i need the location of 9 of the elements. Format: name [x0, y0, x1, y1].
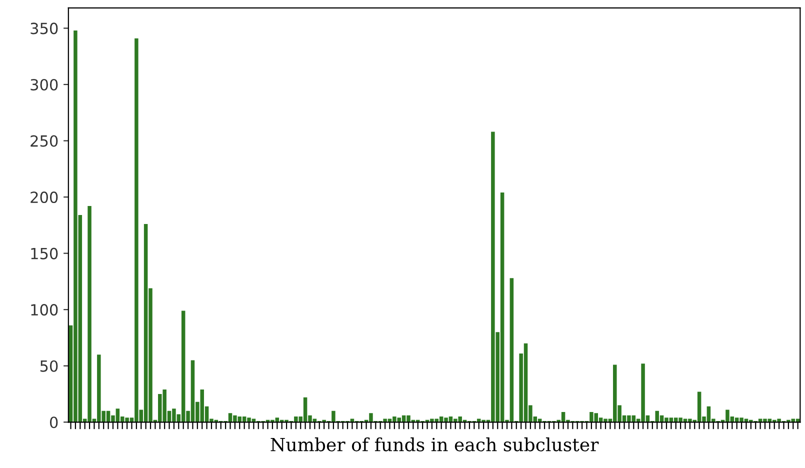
y-tick-label: 100 [31, 304, 58, 316]
y-tick-label: 0 [50, 416, 58, 428]
y-tick-label: 350 [30, 22, 58, 34]
y-tick-label: 50 [40, 360, 58, 372]
y-tick-label: 300 [30, 78, 58, 91]
y-tick-label: 200 [30, 192, 58, 204]
x-axis-title: Number of funds in each subcluster [270, 437, 599, 452]
y-tick-label: 150 [31, 248, 58, 260]
y-tick-label: 250 [30, 135, 58, 147]
